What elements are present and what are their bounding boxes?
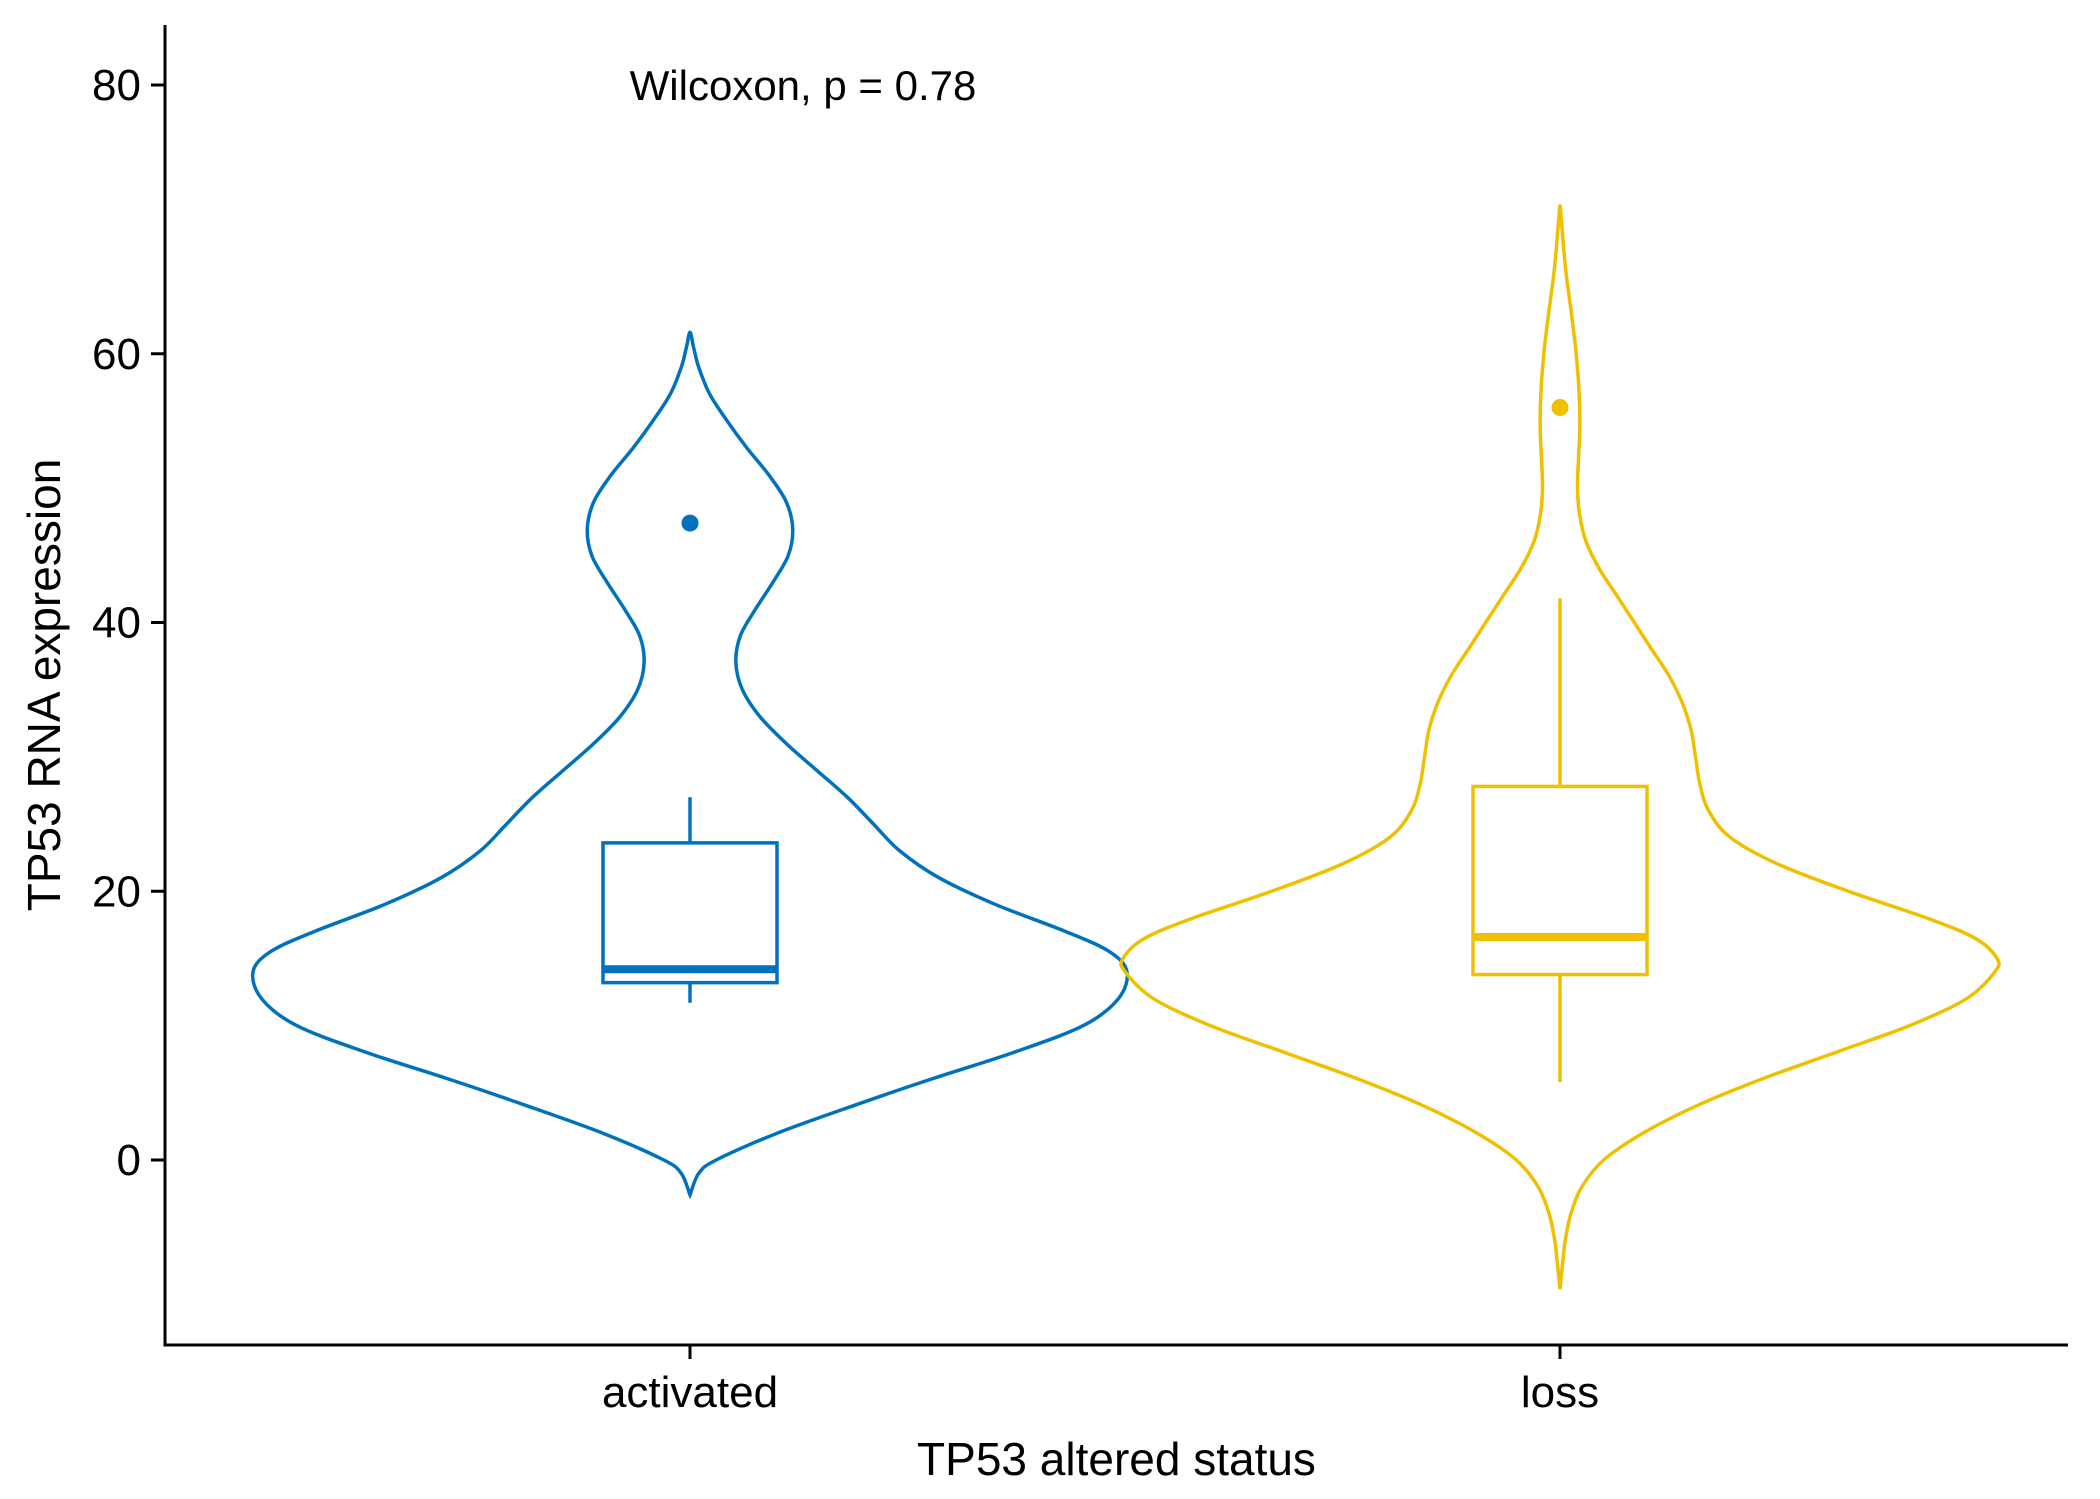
outlier-point-loss: [1551, 399, 1569, 416]
x-axis-title: TP53 altered status: [917, 1433, 1316, 1485]
box-loss: [1471, 784, 1649, 977]
y-tick-label: 60: [92, 330, 141, 379]
y-axis-title: TP53 RNA expression: [18, 459, 70, 912]
violin-layer: [250, 204, 2001, 1290]
y-tick-label: 80: [92, 61, 141, 110]
y-tick-label: 0: [117, 1136, 141, 1185]
y-tick-label: 20: [92, 867, 141, 916]
violin-activated: [250, 330, 1130, 1200]
x-axis-ticks: activated loss: [602, 1345, 1599, 1417]
axes-layer: [163, 25, 2068, 1347]
x-tick-label: activated: [602, 1368, 778, 1417]
violin-loss: [1119, 204, 2001, 1290]
y-axis-ticks: 0 20 40 60 80: [92, 61, 165, 1185]
box-activated: [601, 841, 779, 985]
x-tick-label: loss: [1521, 1368, 1599, 1417]
y-tick-label: 40: [92, 599, 141, 648]
outlier-point-activated: [681, 514, 699, 532]
wilcoxon-annotation: Wilcoxon, p = 0.78: [630, 62, 977, 109]
boxplot-layer: [601, 399, 1649, 1083]
